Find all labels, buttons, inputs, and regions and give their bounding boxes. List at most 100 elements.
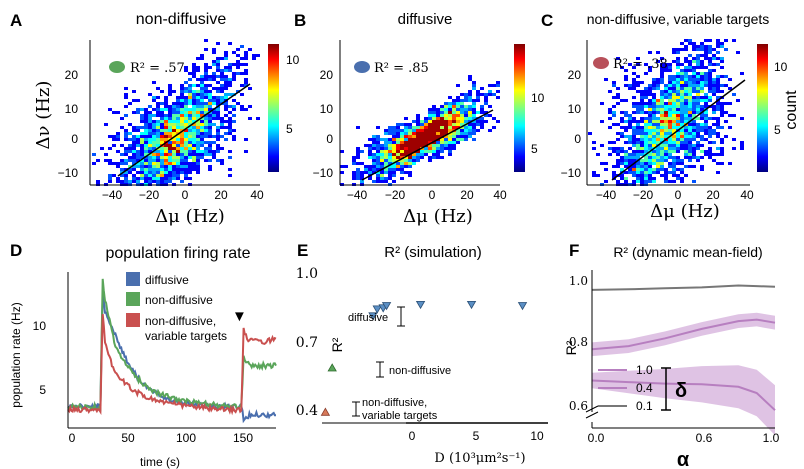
heatmap-cell	[136, 138, 140, 141]
heatmap-cell	[664, 84, 668, 87]
heatmap-cell	[640, 159, 644, 162]
heatmap-cell	[640, 81, 644, 84]
heatmap-cell	[628, 87, 632, 90]
heatmap-cell	[704, 105, 708, 108]
heatmap-cell	[716, 126, 720, 129]
heatmap-cell	[424, 150, 428, 153]
heatmap-cell	[700, 42, 704, 45]
heatmap-cell	[136, 129, 140, 132]
heatmap-cell	[176, 99, 180, 102]
heatmap-cell	[700, 87, 704, 90]
heatmap-cell	[432, 132, 436, 135]
heatmap-cell	[204, 90, 208, 93]
heatmap-cell	[604, 180, 608, 183]
heatmap-cell	[688, 165, 692, 168]
heatmap-cell	[216, 102, 220, 105]
heatmap-cell	[664, 87, 668, 90]
heatmap-cell	[628, 171, 632, 174]
heatmap-cell	[680, 48, 684, 51]
heatmap-cell	[676, 75, 680, 78]
heatmap-cell	[180, 159, 184, 162]
heatmap-cell	[676, 177, 680, 180]
heatmap-cell	[448, 96, 452, 99]
heatmap-cell	[404, 132, 408, 135]
heatmap-cell	[140, 171, 144, 174]
heatmap-cell	[664, 117, 668, 120]
heatmap-cell	[464, 114, 468, 117]
heatmap-cell	[664, 153, 668, 156]
heatmap-cell	[660, 144, 664, 147]
heatmap-cell	[432, 138, 436, 141]
heatmap-cell	[672, 117, 676, 120]
heatmap-cell	[644, 168, 648, 171]
heatmap-cell	[688, 54, 692, 57]
heatmap-cell	[168, 165, 172, 168]
heatmap-cell	[132, 99, 136, 102]
heatmap-cell	[668, 141, 672, 144]
heatmap-cell	[660, 108, 664, 111]
heatmap-cell	[168, 114, 172, 117]
heatmap-cell	[340, 165, 344, 168]
heatmap-cell	[204, 108, 208, 111]
heatmap-cell	[384, 129, 388, 132]
heatmap-cell	[660, 63, 664, 66]
heatmap-cell	[692, 150, 696, 153]
heatmap-cell	[240, 63, 244, 66]
heatmap-cell	[204, 66, 208, 69]
heatmap-cell	[180, 114, 184, 117]
heatmap-cell	[672, 78, 676, 81]
heatmap-cell	[392, 180, 396, 183]
heatmap-cell	[184, 117, 188, 120]
heatmap-cell	[672, 141, 676, 144]
heatmap-cell	[668, 66, 672, 69]
heatmap-cell	[628, 162, 632, 165]
heatmap-cell	[400, 177, 404, 180]
heatmap-cell	[228, 111, 232, 114]
heatmap-cell	[136, 126, 140, 129]
heatmap-cell	[172, 153, 176, 156]
heatmap-cell	[160, 108, 164, 111]
heatmap-cell	[152, 141, 156, 144]
heatmap-cell	[680, 162, 684, 165]
heatmap-cell	[224, 93, 228, 96]
heatmap-cell	[432, 114, 436, 117]
heatmap-cell	[180, 135, 184, 138]
heatmap-cell	[380, 150, 384, 153]
heatmap-cell	[712, 117, 716, 120]
heatmap-cell	[256, 117, 260, 120]
heatmap-cell	[712, 84, 716, 87]
heatmap-cell	[688, 135, 692, 138]
xlabel-b: Δμ (Hz)	[403, 206, 473, 227]
heatmap-cell	[460, 123, 464, 126]
heatmap-cell	[140, 126, 144, 129]
heatmap-cell	[728, 78, 732, 81]
heatmap-cell	[632, 168, 636, 171]
heatmap-cell	[168, 87, 172, 90]
heatmap-cell	[164, 108, 168, 111]
r2-marker-a	[109, 61, 125, 73]
heatmap-cell	[424, 126, 428, 129]
heatmap-cell	[652, 120, 656, 123]
heatmap-cell	[624, 111, 628, 114]
heatmap-cell	[456, 132, 460, 135]
heatmap-cell	[620, 147, 624, 150]
heatmap-cell	[204, 48, 208, 51]
heatmap-cell	[700, 156, 704, 159]
heatmap-cell	[392, 135, 396, 138]
heatmap-cell	[652, 111, 656, 114]
data-point-variable	[320, 407, 331, 416]
heatmap-cell	[636, 180, 640, 183]
heatmap-cell	[456, 117, 460, 120]
heatmap-cell	[472, 84, 476, 87]
heatmap-cell	[492, 93, 496, 96]
heatmap-cell	[688, 105, 692, 108]
heatmap-cell	[184, 69, 188, 72]
heatmap-cell	[644, 132, 648, 135]
heatmap-cell	[440, 111, 444, 114]
heatmap-cell	[716, 75, 720, 78]
heatmap-cell	[412, 162, 416, 165]
heatmap-cell	[188, 132, 192, 135]
heatmap-cell	[652, 93, 656, 96]
heatmap-cell	[392, 171, 396, 174]
heatmap-cell	[448, 135, 452, 138]
